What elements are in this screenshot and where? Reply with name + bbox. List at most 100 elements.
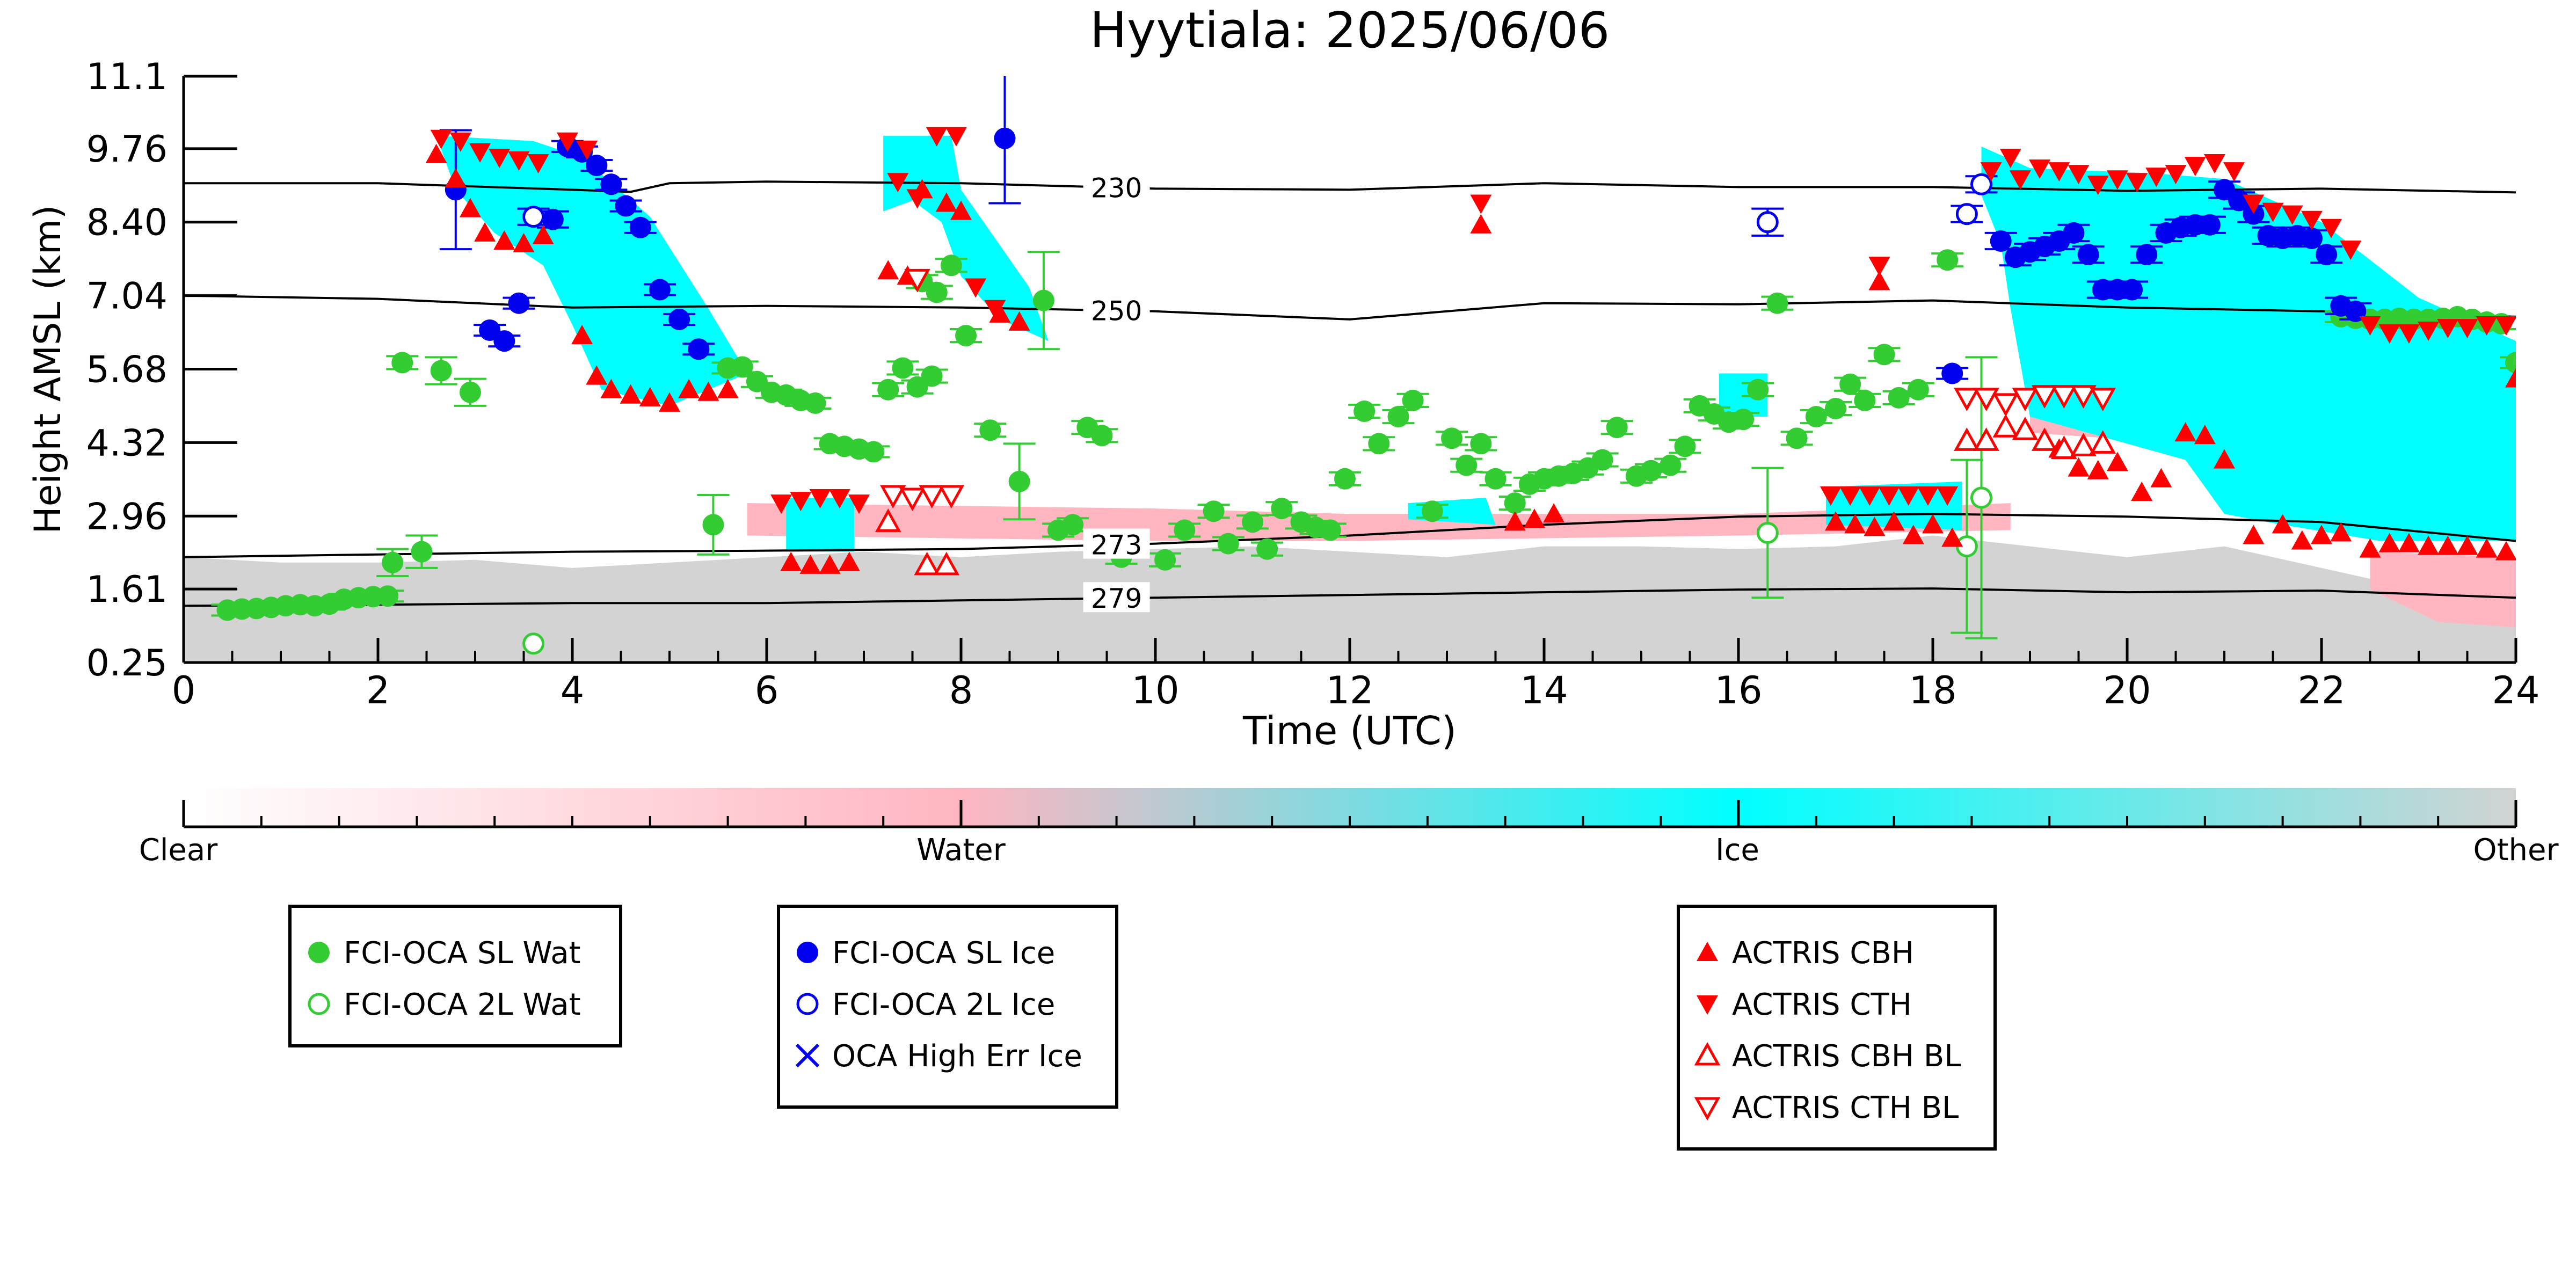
data-point xyxy=(926,127,948,147)
data-point xyxy=(2243,194,2265,214)
contour-label-273: 273 xyxy=(1091,530,1142,561)
data-point xyxy=(2090,388,2116,411)
data-point xyxy=(2048,162,2070,182)
data-point xyxy=(489,148,511,168)
data-point xyxy=(2012,388,2039,411)
x-tick-label: 6 xyxy=(755,668,779,712)
data-point xyxy=(1319,519,1341,541)
contour-label-bg xyxy=(1083,528,1150,559)
data-point xyxy=(1217,533,1239,555)
contour-label-bg xyxy=(1083,171,1150,202)
data-point xyxy=(1907,379,1929,401)
data-point xyxy=(2174,422,2196,442)
data-point xyxy=(2359,316,2381,336)
data-point xyxy=(979,419,1001,441)
legend-label-oca-high-err-ice: OCA High Err Ice xyxy=(832,1039,1082,1074)
data-point xyxy=(1334,468,1356,490)
data-point xyxy=(1922,514,1944,534)
data-point xyxy=(1421,500,1443,522)
data-point xyxy=(1854,389,1876,411)
data-point xyxy=(2437,319,2459,338)
contour-label-230: 230 xyxy=(1091,172,1142,203)
data-point xyxy=(790,492,812,512)
data-point xyxy=(629,216,651,238)
contour-line-273 xyxy=(184,513,2516,558)
legend-label-actris-cth-bl: ACTRIS CTH BL xyxy=(1732,1090,1959,1125)
data-point xyxy=(2262,202,2284,222)
y-tick-label: 9.76 xyxy=(86,128,168,171)
data-point xyxy=(2456,319,2478,338)
data-point xyxy=(892,357,914,379)
data-point xyxy=(2051,435,2077,459)
data-point xyxy=(1941,527,1963,547)
data-point xyxy=(1786,427,1808,449)
data-point xyxy=(2150,468,2172,487)
series-fci-oca-2l-wat xyxy=(522,356,1998,655)
data-point xyxy=(2070,433,2097,456)
data-point xyxy=(1640,460,1662,482)
ice-region xyxy=(436,135,747,406)
legend-marker-oca-high-err-ice xyxy=(795,1043,820,1068)
data-point xyxy=(1756,211,1779,234)
data-point xyxy=(556,132,578,152)
data-point xyxy=(459,198,481,217)
data-point xyxy=(2301,210,2323,230)
data-point xyxy=(522,206,545,228)
legend-bottom-center-right: ACTRIS CBH ACTRIS CTH ACTRIS CBH BL ACTRIS … xyxy=(1677,905,1997,1151)
data-point xyxy=(1504,511,1526,531)
data-point xyxy=(904,268,930,293)
data-point xyxy=(702,514,724,536)
contour-labels: 230 250 273 279 xyxy=(1083,171,1150,614)
data-point xyxy=(620,384,642,404)
phase-colorbar: Clear Water Ice Other xyxy=(139,788,2559,868)
legend-bottom-center-left: FCI-OCA SL Ice FCI-OCA 2L Ice OCA High Err… xyxy=(777,905,1118,1109)
data-point xyxy=(1954,427,1980,451)
data-point xyxy=(425,143,447,163)
data-point xyxy=(994,127,1016,149)
data-point xyxy=(1805,406,1827,428)
data-point xyxy=(2051,385,2077,409)
data-point xyxy=(2203,154,2225,174)
data-point xyxy=(522,632,545,655)
data-point xyxy=(1174,519,1196,541)
data-point xyxy=(2418,322,2440,341)
contour-label-250: 250 xyxy=(1091,295,1142,326)
data-point xyxy=(2243,203,2265,225)
data-point xyxy=(2476,316,2498,336)
legend-marker-fci-oca-2l-wat xyxy=(308,993,330,1015)
legend-marker-actris-cth xyxy=(1697,995,1718,1015)
data-point xyxy=(945,127,967,147)
data-point xyxy=(919,485,945,509)
x-tick-label: 8 xyxy=(949,668,973,712)
data-point xyxy=(1456,454,1478,476)
data-point xyxy=(1766,292,1788,314)
data-point xyxy=(1242,511,1263,533)
data-point xyxy=(984,300,1006,319)
data-point xyxy=(955,325,977,347)
data-point xyxy=(1606,417,1628,439)
data-point xyxy=(377,585,399,607)
data-point xyxy=(2121,279,2143,301)
data-point xyxy=(1980,162,2002,182)
series-fci-oca-2l-ice xyxy=(517,173,1998,237)
data-point xyxy=(527,154,549,174)
data-point xyxy=(1888,387,1910,409)
data-point xyxy=(731,356,753,378)
legend-marker-actris-cth-bl xyxy=(1694,1097,1721,1121)
x-tick-label: 12 xyxy=(1326,668,1373,712)
series-actris-cth xyxy=(430,127,2516,514)
data-point xyxy=(2378,533,2400,552)
data-point xyxy=(906,189,928,209)
y-tick-label: 2.96 xyxy=(86,496,168,538)
data-point xyxy=(445,168,467,188)
data-point xyxy=(1954,388,1980,411)
series-actris-cbh xyxy=(425,143,2516,574)
data-point xyxy=(659,392,680,412)
data-point xyxy=(2505,368,2516,388)
data-point xyxy=(2031,427,2058,451)
series-actris-cth-bl xyxy=(880,268,2116,512)
data-point xyxy=(1470,194,1492,214)
data-point xyxy=(513,233,535,252)
data-point xyxy=(1008,470,1030,492)
